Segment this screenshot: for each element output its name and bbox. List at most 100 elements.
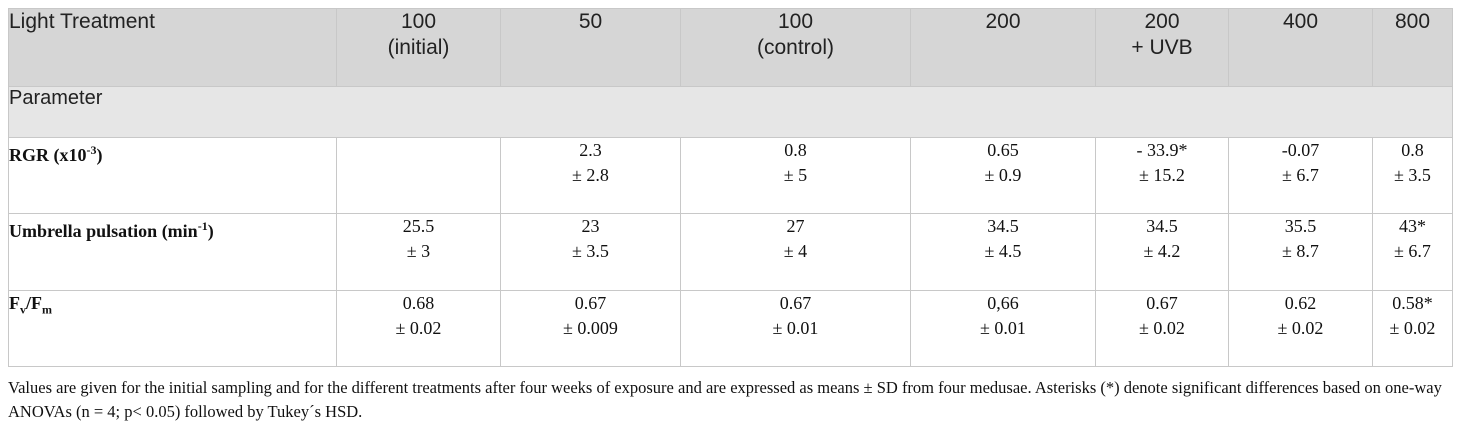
cell-text: 0.68: [402, 293, 435, 313]
data-row: RGR (x10-3) 2.3 ± 2.8 0.8 ± 5 0.65 ± 0.9- 33.9…: [8, 137, 1453, 214]
data-row: Fv/Fm 0.68 ± 0.02 0.67 ± 0.009 0.67 ± 0.01 0,66…: [8, 290, 1453, 367]
section-row: Parameter: [8, 86, 1453, 138]
header-row: Light Treatment 100 (initial) 50 100 (control…: [8, 8, 1453, 87]
cell-text: ± 0.01: [772, 318, 819, 338]
data-cell: 0.58* ± 0.02: [1372, 290, 1453, 367]
header-cell: 200 + UVB: [1095, 8, 1229, 87]
data-cell: 34.5 ± 4.5: [910, 213, 1096, 291]
superscript: -1: [197, 219, 208, 233]
header-text: 200: [1144, 10, 1180, 33]
cell-text: 0.65: [987, 140, 1019, 160]
data-cell: 34.5 ± 4.2: [1095, 213, 1229, 291]
data-cell: 23 ± 3.5: [500, 213, 681, 291]
data-cell: 0.68 ± 0.02: [336, 290, 501, 367]
data-row: Umbrella pulsation (min-1) 25.5 ± 3 23 ± 3.5…: [8, 213, 1453, 291]
cell-text: 0.67: [574, 293, 607, 313]
header-text: (control): [756, 36, 835, 59]
cell-text: ± 0.02: [395, 318, 442, 338]
row-label: Umbrella pulsation (min-1): [8, 213, 337, 291]
row-label: Fv/Fm: [8, 290, 337, 367]
header-cell: 800: [1372, 8, 1453, 87]
label-text: F: [9, 293, 20, 313]
data-cell: 43* ± 6.7: [1372, 213, 1453, 291]
data-cell: 2.3 ± 2.8: [500, 137, 681, 214]
cell-text: 0.62: [1284, 293, 1317, 313]
header-text: 400: [1282, 10, 1319, 33]
cell-text: 0.8: [784, 140, 807, 160]
cell-text: 23: [581, 216, 600, 236]
data-cell: 0,66 ± 0.01: [910, 290, 1096, 367]
cell-text: 43*: [1399, 216, 1426, 236]
data-table: Light Treatment 100 (initial) 50 100 (control…: [8, 8, 1453, 367]
cell-text: 0.67: [1146, 293, 1178, 313]
data-cell: 0.62 ± 0.02: [1228, 290, 1373, 367]
data-cell: 0.67 ± 0.01: [680, 290, 911, 367]
cell-text: 34.5: [1146, 216, 1178, 236]
cell-text: ± 0.009: [563, 318, 618, 338]
cell-text: 27: [786, 216, 805, 236]
cell-text: 0.67: [779, 293, 812, 313]
cell-text: 2.3: [579, 140, 602, 160]
label-text: ): [207, 221, 214, 241]
data-cell: - 33.9* ± 15.2: [1095, 137, 1229, 214]
header-cell: 100 (initial): [336, 8, 501, 87]
data-cell: 27 ± 4: [680, 213, 911, 291]
cell-text: ± 0.9: [984, 165, 1022, 185]
data-cell: 25.5 ± 3: [336, 213, 501, 291]
cell-text: ± 3.5: [572, 241, 609, 261]
cell-text: ± 0.01: [980, 318, 1026, 338]
cell-text: 0,66: [987, 293, 1019, 313]
cell-text: ± 4.5: [984, 241, 1022, 261]
cell-text: -0.07: [1281, 140, 1320, 160]
cell-text: ± 3: [406, 241, 431, 261]
data-cell: 0.65 ± 0.9: [910, 137, 1096, 214]
footnote: Values are given for the initial samplin…: [8, 378, 1442, 421]
header-text: (initial): [387, 36, 450, 59]
cell-text: 34.5: [987, 216, 1019, 236]
label-text: Umbrella pulsation (min: [9, 221, 198, 241]
cell-text: 35.5: [1284, 216, 1317, 236]
data-cell: 35.5 ± 8.7: [1228, 213, 1373, 291]
cell-text: ± 4.2: [1143, 241, 1181, 261]
label-text: ): [96, 145, 103, 165]
section-label: Parameter: [8, 86, 1453, 138]
superscript: -3: [86, 143, 97, 157]
header-text: 100: [777, 10, 814, 33]
cell-text: 0.58*: [1392, 293, 1433, 313]
cell-text: ± 6.7: [1282, 165, 1319, 185]
row-label: RGR (x10-3): [8, 137, 337, 214]
cell-text: - 33.9*: [1136, 140, 1188, 160]
header-cell: 400: [1228, 8, 1373, 87]
cell-text: 0.8: [1401, 140, 1424, 160]
data-cell: [336, 137, 501, 214]
header-text: 50: [578, 10, 603, 33]
data-cell: 0.8 ± 3.5: [1372, 137, 1453, 214]
cell-text: ± 8.7: [1282, 241, 1319, 261]
label-text: /F: [26, 293, 42, 313]
data-cell: -0.07 ± 6.7: [1228, 137, 1373, 214]
header-text: 200: [985, 10, 1021, 33]
data-cell: 0.67 ± 0.009: [500, 290, 681, 367]
data-cell: 0.67 ± 0.02: [1095, 290, 1229, 367]
header-text: Light Treatment: [9, 10, 155, 33]
data-cell: 0.8 ± 5: [680, 137, 911, 214]
header-cell: 200: [910, 8, 1096, 87]
header-cell: 100 (control): [680, 8, 911, 87]
header-text: + UVB: [1131, 36, 1193, 59]
header-text: 800: [1394, 10, 1431, 33]
cell-text: ± 4: [783, 241, 808, 261]
cell-text: ± 0.02: [1139, 318, 1185, 338]
subscript: m: [42, 302, 52, 317]
header-cell: Light Treatment: [8, 8, 337, 87]
label-text: RGR (x10: [9, 145, 87, 165]
cell-text: ± 6.7: [1394, 241, 1431, 261]
cell-text: ± 3.5: [1394, 165, 1431, 185]
cell-text: ± 5: [783, 165, 808, 185]
cell-text: ± 15.2: [1139, 165, 1185, 185]
subscript: v: [20, 302, 26, 317]
header-cell: 50: [500, 8, 681, 87]
cell-text: 25.5: [402, 216, 435, 236]
cell-text: ± 0.02: [1277, 318, 1324, 338]
